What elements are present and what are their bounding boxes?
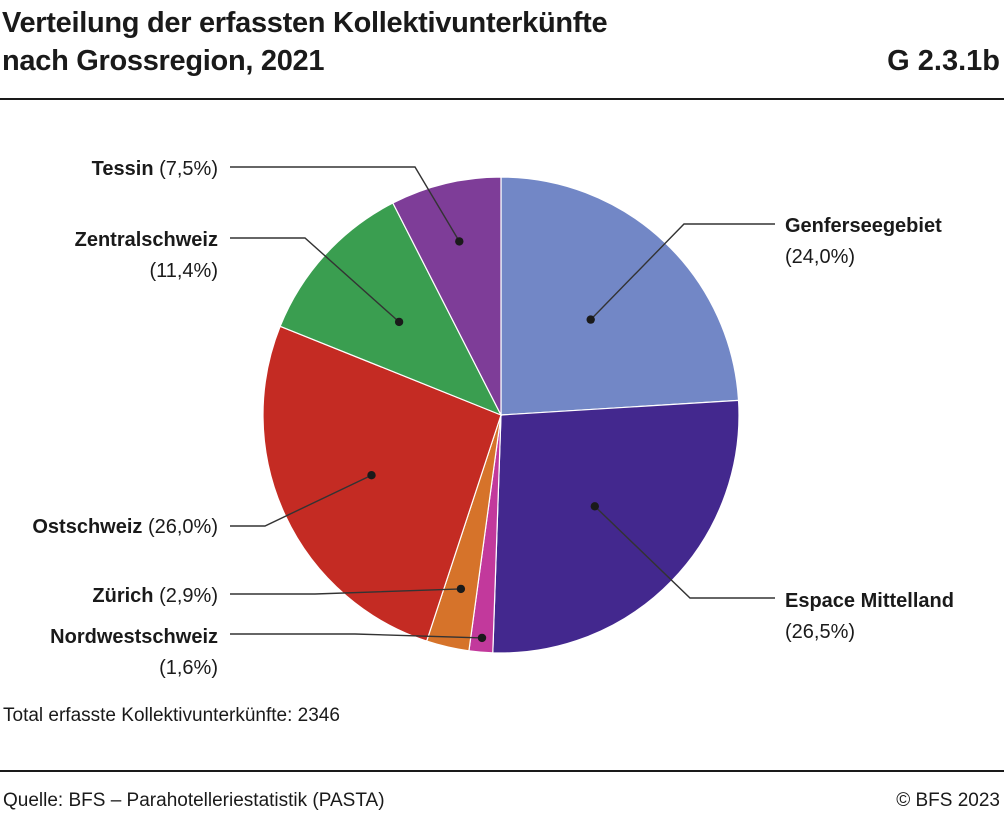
footer-divider <box>0 770 1004 772</box>
leader-line-zuerich <box>230 588 461 595</box>
pie-slices <box>262 176 740 654</box>
value-espace-mittelland: (26,5%) <box>785 621 855 643</box>
value-nordwestschweiz: (1,6%) <box>159 657 218 679</box>
label-nordwestschweiz: Nordwestschweiz <box>50 626 218 648</box>
value-genferseegebiet: (24,0%) <box>785 246 855 268</box>
value-zentralschweiz: (11,4%) <box>149 260 218 282</box>
leader-line-nordwestschweiz <box>230 633 483 639</box>
total-note: Total erfasste Kollektivunterkünfte: 234… <box>3 705 340 726</box>
slice-ostschweiz <box>262 325 502 642</box>
slice-zentralschweiz <box>279 202 503 417</box>
label-ostschweiz: Ostschweiz (26,0%) <box>32 516 218 538</box>
value-zuerich: (2,9%) <box>154 585 218 607</box>
leader-dot-espace-mittelland <box>590 502 599 511</box>
header-divider <box>0 98 1004 100</box>
copyright-text: © BFS 2023 <box>896 790 1000 811</box>
label-name-tessin: Tessin <box>92 158 154 180</box>
leader-line-espace-mittelland <box>594 505 775 599</box>
pie-chart: Genferseegebiet (24,0%) Espace Mittelland (… <box>32 158 954 679</box>
leader-dot-nordwestschweiz <box>477 633 487 643</box>
leader-lines <box>230 166 775 643</box>
leader-dot-zentralschweiz <box>394 317 404 327</box>
leader-dot-zuerich <box>456 584 466 594</box>
slice-tessin <box>392 176 502 416</box>
label-name-zuerich: Zürich <box>92 585 153 607</box>
leader-line-tessin <box>230 166 460 242</box>
slice-genferseegebiet <box>500 176 740 416</box>
slice-labels: Genferseegebiet (24,0%) Espace Mittelland (… <box>32 158 954 679</box>
leader-dot-ostschweiz <box>367 471 376 480</box>
leader-dot-genferseegebiet <box>586 315 595 324</box>
label-name-ostschweiz: Ostschweiz <box>32 516 142 538</box>
chart-id: G 2.3.1b <box>887 45 1000 77</box>
leader-line-zentralschweiz <box>230 237 400 323</box>
label-zuerich: Zürich (2,9%) <box>92 585 218 607</box>
title-line-2: nach Grossregion, 2021 <box>2 45 325 77</box>
label-zentralschweiz: Zentralschweiz <box>75 229 218 251</box>
source-text: Quelle: BFS – Parahotelleriestatistik (P… <box>3 790 385 811</box>
leader-dot-tessin <box>455 237 464 246</box>
label-espace-mittelland: Espace Mittelland <box>785 590 954 612</box>
title-line-1: Verteilung der erfassten Kollektivunterk… <box>2 7 608 39</box>
chart-title: Verteilung der erfassten Kollektivunterk… <box>2 4 608 80</box>
value-tessin: (7,5%) <box>154 158 218 180</box>
value-ostschweiz: (26,0%) <box>142 516 218 538</box>
leader-line-genferseegebiet <box>590 223 775 321</box>
leader-line-ostschweiz <box>230 474 372 527</box>
label-genferseegebiet: Genferseegebiet <box>785 215 942 237</box>
label-tessin: Tessin (7,5%) <box>92 158 218 180</box>
